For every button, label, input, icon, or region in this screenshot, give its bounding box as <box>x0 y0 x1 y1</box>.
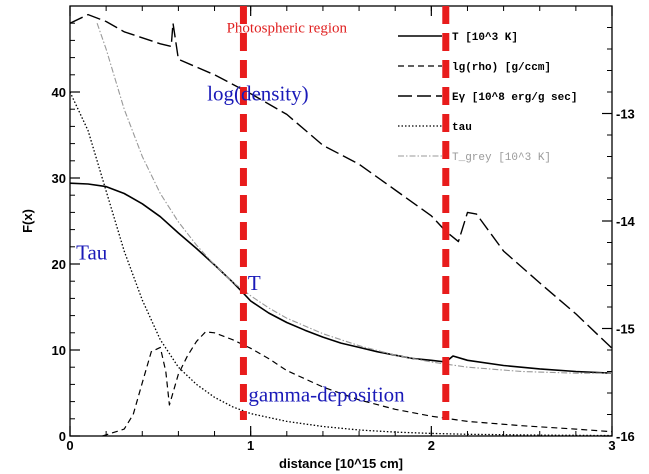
legend-label: tau <box>452 122 472 134</box>
legend-label: T_grey [10^3 K] <box>452 152 551 164</box>
y-tick-label: 30 <box>52 171 66 186</box>
series-tau-line <box>69 91 613 437</box>
y2-tick-label: -16 <box>616 429 635 444</box>
x-axis-label: distance [10^15 cm] <box>279 456 403 471</box>
y2-tick-label: -14 <box>616 214 636 229</box>
series-t-line <box>69 182 613 374</box>
legend-label: T [10^3 K] <box>452 32 518 44</box>
series-layer <box>69 13 613 437</box>
ticks <box>69 5 613 437</box>
annotation-log-density-: log(density) <box>207 82 308 106</box>
annotation-photospheric-region: Photospheric region <box>227 21 348 37</box>
x-tick-label: 2 <box>428 438 435 453</box>
vertical-markers <box>239 6 450 420</box>
series-t-grey-line <box>96 23 612 374</box>
annotation-t: T <box>248 271 261 295</box>
y2-tick-label: -15 <box>616 322 635 337</box>
series-lg-rho--line <box>102 331 613 437</box>
x-tick-label: 3 <box>608 438 615 453</box>
x-tick-label: 1 <box>247 438 254 453</box>
series-egamma-line <box>69 13 613 349</box>
legend-label: Eγ [10^8 erg/g sec] <box>452 92 577 104</box>
y-tick-label: 0 <box>59 429 66 444</box>
annotations: Photospheric region log(density) Tau Tgamma… <box>76 21 405 407</box>
annotation-tau: Tau <box>76 241 108 265</box>
x-tick-label: 0 <box>66 438 73 453</box>
y2-tick-label: -13 <box>616 107 635 122</box>
legend: T [10^3 K] lg(rho) [g/ccm] Eγ [10^8 erg/g … <box>398 32 577 164</box>
y-tick-label: 40 <box>52 85 66 100</box>
annotation-gamma-deposition: gamma-deposition <box>248 383 405 407</box>
y-tick-label: 10 <box>52 343 66 358</box>
y-axis-label: F(x) <box>20 209 35 233</box>
legend-label: lg(rho) [g/ccm] <box>452 62 551 74</box>
y-tick-label: 20 <box>52 257 66 272</box>
